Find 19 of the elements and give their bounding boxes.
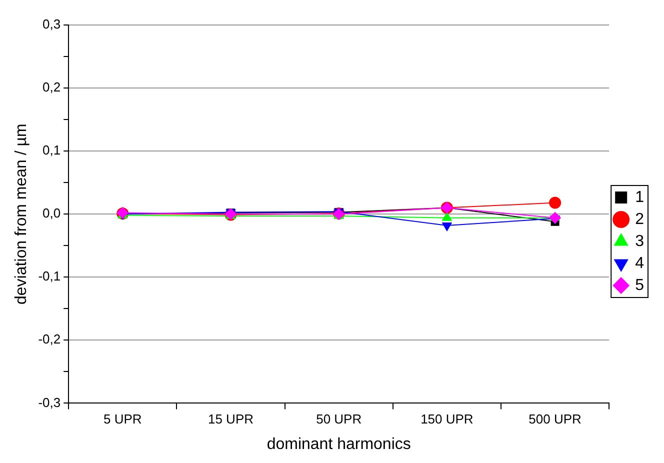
- y-tick-label: -0,1: [38, 268, 61, 284]
- legend-label: 4: [635, 254, 644, 272]
- y-tick-label: 0,2: [42, 80, 61, 95]
- y-tick-label: 0,3: [42, 16, 61, 32]
- y-tick-label: -0,2: [38, 332, 61, 347]
- legend-label: 1: [635, 188, 644, 206]
- x-tick-label: 150 UPR: [420, 412, 474, 427]
- x-tick-label: 500 UPR: [528, 412, 582, 427]
- x-tick-label: 5 UPR: [104, 412, 142, 427]
- y-axis-title: deviation from mean / µm: [13, 124, 30, 305]
- y-tick-label: 0,0: [42, 206, 61, 221]
- legend-label: 3: [635, 232, 644, 250]
- x-tick-label: 15 UPR: [208, 412, 254, 427]
- x-tick-label: 50 UPR: [316, 412, 362, 427]
- legend-label: 2: [635, 210, 644, 228]
- x-axis-title: dominant harmonics: [266, 436, 411, 453]
- legend-label: 5: [635, 276, 644, 294]
- y-tick-label: 0,1: [42, 142, 61, 158]
- y-tick-label: -0,3: [38, 394, 61, 410]
